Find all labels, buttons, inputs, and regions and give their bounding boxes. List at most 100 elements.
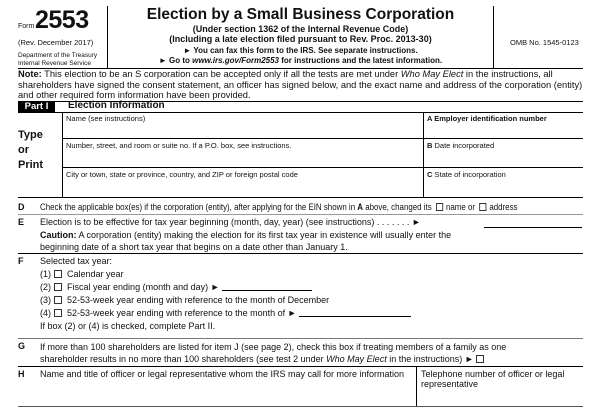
note-label: Note: — [18, 69, 42, 79]
month-field[interactable] — [299, 316, 412, 317]
option-label: 52-53-week year ending with reference to… — [67, 308, 297, 318]
ein-label: Employer identification number — [434, 114, 547, 123]
name-field[interactable]: Name (see instructions) — [66, 114, 421, 137]
date-incorporated-field[interactable]: B Date incorporated — [427, 141, 582, 166]
part-title: Election Information — [68, 100, 165, 111]
form-title: Election by a Small Business Corporation — [146, 6, 455, 23]
address-changed-checkbox[interactable] — [479, 203, 487, 211]
form-label: Form — [18, 23, 35, 30]
form-number: 2553 — [35, 6, 89, 34]
f-letter: F — [18, 256, 24, 266]
divider — [18, 101, 583, 102]
city-label: City or town, state or province, country… — [66, 170, 298, 179]
g-text: If more than 100 shareholders are listed… — [40, 342, 507, 352]
goto-note: ► Go to www.irs.gov/Form2553 for instruc… — [108, 56, 493, 66]
52-53-december-checkbox[interactable] — [53, 296, 62, 304]
city-field[interactable]: City or town, state or province, country… — [66, 170, 421, 196]
divider — [18, 406, 583, 407]
officer-phone-field[interactable]: Telephone number of officer or legal rep… — [421, 369, 581, 405]
divider — [18, 197, 583, 198]
ein-field[interactable]: A Employer identification number — [427, 114, 582, 137]
e-caution: Caution: A corporation (entity) making t… — [40, 229, 480, 253]
g-italic: Who May Elect — [326, 354, 387, 364]
note-text-2: in the instructions, all shareholders ha… — [18, 69, 583, 100]
b-letter: B — [427, 141, 433, 150]
department: Department of the Treasury — [18, 52, 98, 59]
option-num: (3) — [40, 295, 51, 305]
option-label: Fiscal year ending (month and day) ► — [67, 282, 220, 292]
divider — [18, 253, 583, 254]
divider — [62, 138, 583, 139]
note: Note: This election to be an S corporati… — [18, 69, 584, 101]
divider — [62, 112, 63, 197]
revision: (Rev. December 2017) — [18, 38, 94, 47]
divider — [18, 214, 583, 215]
option-label: Calendar year — [67, 269, 124, 279]
type-label: Type — [18, 129, 43, 141]
effective-date-field[interactable] — [484, 227, 582, 228]
a-letter: A — [427, 114, 433, 123]
divider — [18, 68, 583, 69]
d-text: Check the applicable box(es) if the corp… — [40, 202, 358, 212]
d-letter: D — [18, 202, 25, 212]
option-label: 52-53-week year ending with reference to… — [67, 295, 330, 305]
officer-name-field[interactable]: Name and title of officer or legal repre… — [40, 369, 410, 405]
h-letter: H — [18, 369, 25, 379]
state-field[interactable]: C State of incorporation — [427, 170, 582, 196]
divider — [18, 112, 583, 113]
fax-note: ► You can fax this form to the IRS. See … — [183, 46, 418, 55]
caution-label: Caution: — [40, 230, 77, 240]
f-title: Selected tax year: — [40, 256, 113, 266]
part-label: Part I — [18, 101, 55, 112]
family-shareholder-checkbox[interactable] — [476, 355, 485, 363]
fiscal-year-end-field[interactable] — [222, 290, 313, 291]
type-or-print: Type or Print — [18, 128, 43, 173]
caution-text: A corporation (entity) making the electi… — [40, 230, 452, 252]
g-row: If more than 100 shareholders are listed… — [40, 341, 506, 365]
d-bold: A — [357, 202, 364, 212]
or-label: or — [18, 144, 29, 156]
c-letter: C — [427, 170, 433, 179]
street-field[interactable]: Number, street, and room or suite no. If… — [66, 141, 421, 166]
street-label: Number, street, and room or suite no. If… — [66, 141, 292, 150]
form-title-block: Election by a Small Business Corporation… — [108, 6, 493, 68]
divider — [423, 112, 424, 197]
omb-number: OMB No. 1545-0123 — [493, 6, 583, 68]
d-text-2: above, changed its — [363, 202, 432, 212]
goto-prefix: ► Go to — [158, 56, 193, 65]
option-num: (2) — [40, 282, 51, 292]
g-text-2: shareholder results in no more than 100 … — [40, 354, 327, 364]
subtitle-1: (Under section 1362 of the Internal Reve… — [192, 24, 409, 34]
divider — [416, 366, 417, 406]
name-changed-checkbox[interactable] — [436, 203, 444, 211]
f-footer: If box (2) or (4) is checked, complete P… — [40, 321, 216, 331]
print-label: Print — [18, 159, 44, 171]
name-label: Name (see instructions) — [66, 114, 146, 123]
tax-year-options: (1) Calendar year (2) Fiscal year ending… — [40, 268, 412, 333]
g-text-3: in the instructions) ► — [386, 354, 474, 364]
date-incorporated-label: Date incorporated — [434, 141, 495, 150]
g-letter: G — [18, 341, 26, 351]
name-option-label: name or — [445, 202, 476, 212]
option-num: (1) — [40, 269, 51, 279]
address-option-label: address — [489, 202, 518, 212]
phone-label: Telephone number of officer or legal rep… — [421, 369, 565, 389]
form-id-block: Form 2553 (Rev. December 2017) Departmen… — [18, 6, 108, 68]
divider — [62, 167, 583, 168]
divider — [18, 366, 583, 367]
fiscal-year-checkbox[interactable] — [53, 283, 62, 291]
goto-suffix: for instructions and the latest informat… — [278, 56, 443, 65]
option-num: (4) — [40, 308, 51, 318]
e-letter: E — [18, 217, 25, 227]
52-53-month-checkbox[interactable] — [53, 309, 62, 317]
note-italic: Who May Elect — [400, 69, 464, 79]
option-52-53-month: (4) 52-53-week year ending with referenc… — [40, 307, 412, 320]
option-fiscal-year: (2) Fiscal year ending (month and day) ► — [40, 281, 411, 294]
irs-link[interactable]: www.irs.gov/Form2553 — [192, 56, 279, 65]
e-text: Election is to be effective for tax year… — [40, 217, 421, 227]
option-calendar-year: (1) Calendar year — [40, 268, 411, 281]
state-label: State of incorporation — [434, 170, 506, 179]
calendar-year-checkbox[interactable] — [53, 270, 62, 278]
subtitle-2: (Including a late election filed pursuan… — [169, 34, 432, 44]
h-text: Name and title of officer or legal repre… — [40, 369, 404, 379]
